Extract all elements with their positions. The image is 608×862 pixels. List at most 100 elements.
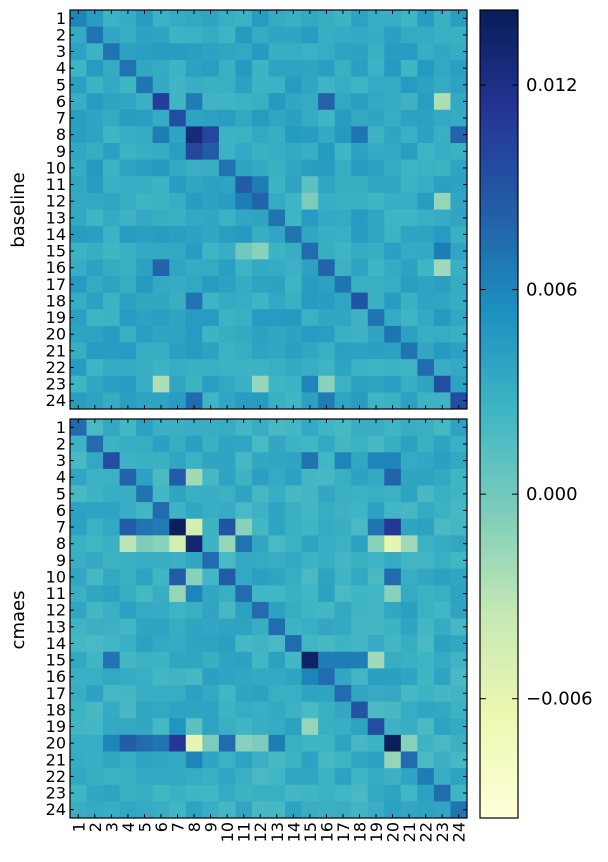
heatmap-cell [268,76,286,94]
heatmap-cell [268,93,286,111]
heatmap-cell [450,718,468,736]
heatmap-cell [400,601,418,619]
heatmap-cell [301,26,319,44]
heatmap-cell [450,276,468,294]
heatmap-cell [285,159,302,177]
heatmap-cell [268,26,286,44]
heatmap-cell [318,651,336,669]
heatmap-cell [268,59,286,77]
heatmap-cell [301,601,319,619]
heatmap-cell [367,292,385,310]
col-tick-label: 22 [417,822,436,842]
heatmap-cell [318,601,336,619]
heatmap-cell [351,452,369,470]
heatmap-cell [86,192,104,210]
heatmap-cell [400,176,418,194]
row-tick-label: 10 [46,158,66,177]
heatmap-cell [218,209,236,227]
heatmap-cell [136,585,154,603]
heatmap-cell [334,419,352,437]
row-tick-label: 14 [46,225,66,244]
heatmap-cell [450,109,468,127]
heatmap-cell [103,159,121,177]
heatmap-cell [251,259,269,277]
heatmap-cell [152,159,170,177]
col-tick-label: 10 [218,822,237,842]
heatmap-cell [334,109,352,127]
heatmap-cell [318,276,336,294]
heatmap-cell [152,585,170,603]
heatmap-cell [70,242,87,260]
heatmap-cell [169,685,187,703]
heatmap-cell [218,109,236,127]
heatmap-cell [152,635,170,653]
col-tick-label: 4 [119,822,138,832]
heatmap-cell [185,209,203,227]
heatmap-cell [285,601,302,619]
heatmap-cell [185,718,203,736]
heatmap-cell [136,419,154,437]
heatmap-cell [285,259,302,277]
heatmap-cell [86,93,104,111]
heatmap-cell [202,668,220,686]
heatmap-cell [218,568,236,586]
heatmap-cell [417,392,435,410]
heatmap-cell [285,93,302,111]
heatmap-cell [384,292,402,310]
heatmap-cell [417,359,435,377]
heatmap-cell [169,651,187,669]
heatmap-cell [185,768,203,786]
row-tick-label: 9 [56,551,66,570]
colorbar-tick-label: −0.006 [526,689,593,710]
heatmap-cell [367,568,385,586]
heatmap-cell [86,618,104,636]
heatmap-cell [417,568,435,586]
heatmap-cell [384,10,402,28]
heatmap-cell [433,93,451,111]
heatmap-cell [400,76,418,94]
heatmap-cell [268,359,286,377]
heatmap-cell [136,309,154,327]
heatmap-cell [285,209,302,227]
heatmap-cell [103,342,121,360]
heatmap-cell [70,718,87,736]
heatmap-cell [268,392,286,410]
heatmap-cell [136,325,154,343]
heatmap-cell [103,435,121,453]
heatmap-cell [400,685,418,703]
heatmap-cell [86,668,104,686]
heatmap-cell [450,768,468,786]
heatmap-cell [285,452,302,470]
heatmap-cell [185,485,203,503]
heatmap-cell [136,226,154,244]
col-tick-label: 24 [450,822,469,842]
heatmap-cell [417,485,435,503]
heatmap-cell [218,552,236,570]
heatmap-cell [136,535,154,553]
heatmap-cell [119,159,137,177]
heatmap-cell [70,668,87,686]
colorbar-tick-label: 0.000 [526,484,578,505]
heatmap-cell [417,109,435,127]
heatmap-cell [285,651,302,669]
heatmap-cell [433,535,451,553]
heatmap-cell [119,176,137,194]
heatmap-cell [70,126,87,144]
heatmap-cell [202,419,220,437]
heatmap-cell [169,419,187,437]
heatmap-cell [384,568,402,586]
heatmap-cell [384,93,402,111]
heatmap-cell [384,226,402,244]
heatmap-cell [202,259,220,277]
heatmap-cell [285,435,302,453]
heatmap-cell [119,292,137,310]
col-tick-label: 3 [102,822,121,832]
heatmap-cell [301,468,319,486]
heatmap-cell [70,468,87,486]
heatmap-cell [251,93,269,111]
heatmap-cell [251,192,269,210]
heatmap-cell [235,701,253,719]
heatmap-cell [70,552,87,570]
heatmap-cell [351,342,369,360]
heatmap-cell [103,209,121,227]
